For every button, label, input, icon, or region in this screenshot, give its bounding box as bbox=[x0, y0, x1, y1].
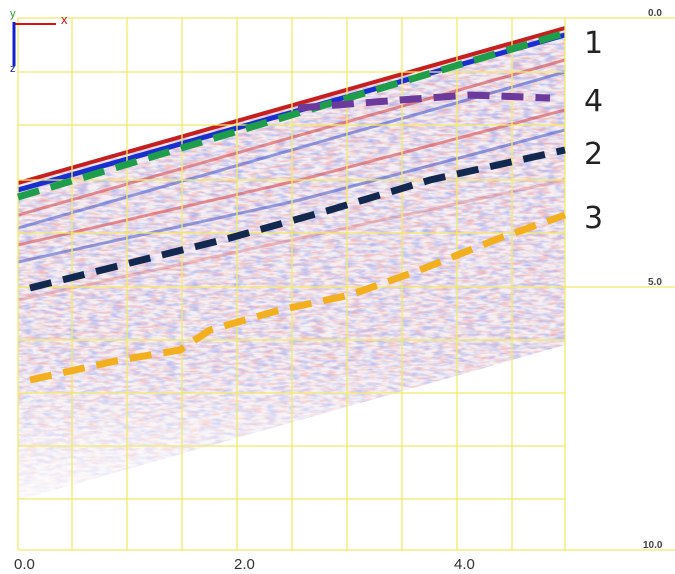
axis-icon: x y z bbox=[10, 8, 68, 75]
y-tick-label: 10.0 bbox=[643, 540, 663, 551]
y-tick-label: 5.0 bbox=[648, 277, 662, 288]
axis-z-label: z bbox=[10, 63, 16, 75]
horizon-4 bbox=[297, 91, 551, 112]
horizon-1 bbox=[16, 29, 567, 201]
x-tick-label: 2.0 bbox=[234, 556, 255, 573]
horizon-2 bbox=[29, 146, 566, 292]
layer-label: 2 bbox=[584, 137, 603, 172]
layer-label: 3 bbox=[584, 201, 603, 236]
grid bbox=[17, 17, 675, 551]
horizon-3 bbox=[29, 211, 567, 384]
layer-label: 4 bbox=[584, 84, 603, 119]
axis-x-label: x bbox=[61, 12, 68, 27]
x-tick-label: 0.0 bbox=[14, 556, 35, 573]
layer-label: 1 bbox=[584, 26, 603, 61]
y-tick-label: 0.0 bbox=[648, 8, 662, 19]
axis-y-label: y bbox=[10, 8, 16, 20]
x-tick-label: 4.0 bbox=[454, 556, 475, 573]
horizons bbox=[16, 29, 567, 384]
